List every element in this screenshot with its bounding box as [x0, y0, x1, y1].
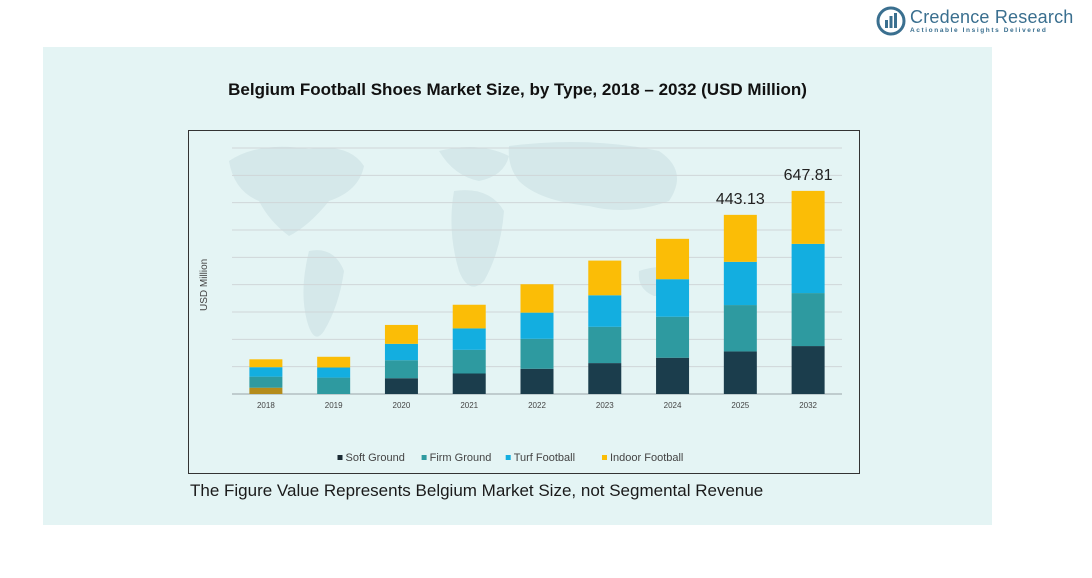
legend-item: Firm Ground [421, 452, 492, 464]
x-tick-label: 2023 [596, 401, 614, 410]
bar-firm-ground-2032 [791, 293, 825, 347]
x-tick-label: 2020 [393, 401, 411, 410]
legend-label: Turf Football [514, 452, 575, 464]
bar-soft-ground-2018 [249, 387, 283, 394]
bar-firm-ground-2020 [384, 360, 418, 379]
bar-indoor-football-2019 [317, 356, 351, 368]
legend-swatch [337, 455, 343, 460]
x-tick-label: 2021 [460, 401, 478, 410]
legend-item: Indoor Football [602, 452, 683, 464]
brand-logo: Credence Research Actionable Insights De… [876, 6, 1073, 36]
bar-firm-ground-2018 [249, 376, 283, 388]
bar-turf-football-2022 [520, 312, 554, 339]
legend-swatch [505, 455, 511, 460]
x-tick-label: 2024 [664, 401, 682, 410]
bar-indoor-football-2032 [791, 190, 825, 244]
bar-turf-football-2019 [317, 367, 351, 378]
chart-panel: Belgium Football Shoes Market Size, by T… [43, 47, 992, 525]
x-tick-label: 2018 [257, 401, 275, 410]
legend-swatch [602, 455, 607, 460]
x-tick-label: 2019 [325, 401, 343, 410]
brand-tagline: Actionable Insights Delivered [910, 27, 1048, 34]
chart-title: Belgium Football Shoes Market Size, by T… [228, 80, 807, 99]
bar-firm-ground-2024 [656, 316, 690, 358]
legend-item: Turf Football [505, 452, 575, 464]
legend-label: Firm Ground [430, 452, 492, 464]
bar-turf-football-2025 [723, 261, 757, 306]
bar-firm-ground-2025 [723, 305, 757, 352]
chart-frame: 443.13 647.81 2018 2019 2020 2021 2022 2023 202… [188, 130, 860, 474]
bar-soft-ground-2025 [723, 351, 757, 394]
bar-firm-ground-2023 [588, 326, 622, 364]
bar-turf-football-2023 [588, 295, 622, 327]
credence-logo-icon [876, 6, 906, 36]
x-tick-label: 2032 [799, 401, 817, 410]
footnote: The Figure Value Represents Belgium Mark… [190, 481, 764, 500]
legend-label: Soft Ground [346, 452, 405, 464]
bar-turf-football-2018 [249, 367, 283, 377]
data-label: 443.13 [716, 191, 765, 208]
bar-turf-football-2024 [656, 279, 690, 317]
bar-indoor-football-2018 [249, 359, 283, 368]
bar-indoor-football-2021 [452, 304, 486, 329]
legend-label: Indoor Football [610, 452, 683, 464]
bar-soft-ground-2022 [520, 368, 554, 394]
bar-soft-ground-2023 [588, 363, 622, 394]
bar-soft-ground-2020 [384, 378, 418, 394]
bar-indoor-football-2020 [384, 324, 418, 344]
bar-soft-ground-2024 [656, 357, 690, 394]
data-label: 647.81 [784, 167, 833, 184]
bar-indoor-football-2023 [588, 260, 622, 296]
bar-firm-ground-2019 [317, 377, 351, 394]
bar-turf-football-2032 [791, 243, 825, 294]
world-map-watermark [229, 142, 684, 337]
bar-soft-ground-2021 [452, 373, 486, 394]
brand-name: Credence Research [910, 7, 1074, 27]
x-tick-label: 2025 [731, 401, 749, 410]
bar-indoor-football-2024 [656, 238, 690, 280]
bar-firm-ground-2022 [520, 338, 554, 369]
bar-turf-football-2020 [384, 343, 418, 361]
bar-turf-football-2021 [452, 328, 486, 350]
y-axis-label: USD Million [199, 258, 210, 311]
bar-soft-ground-2032 [791, 346, 825, 394]
legend-swatch [421, 455, 427, 460]
chart-plot: 443.13 647.81 2018 2019 2020 2021 2022 2023 202… [229, 142, 842, 464]
legend-item: Soft Ground [337, 452, 405, 464]
bar-indoor-football-2022 [520, 284, 554, 313]
x-tick-label: 2022 [528, 401, 546, 410]
bar-indoor-football-2025 [723, 214, 757, 262]
bar-firm-ground-2021 [452, 349, 486, 374]
